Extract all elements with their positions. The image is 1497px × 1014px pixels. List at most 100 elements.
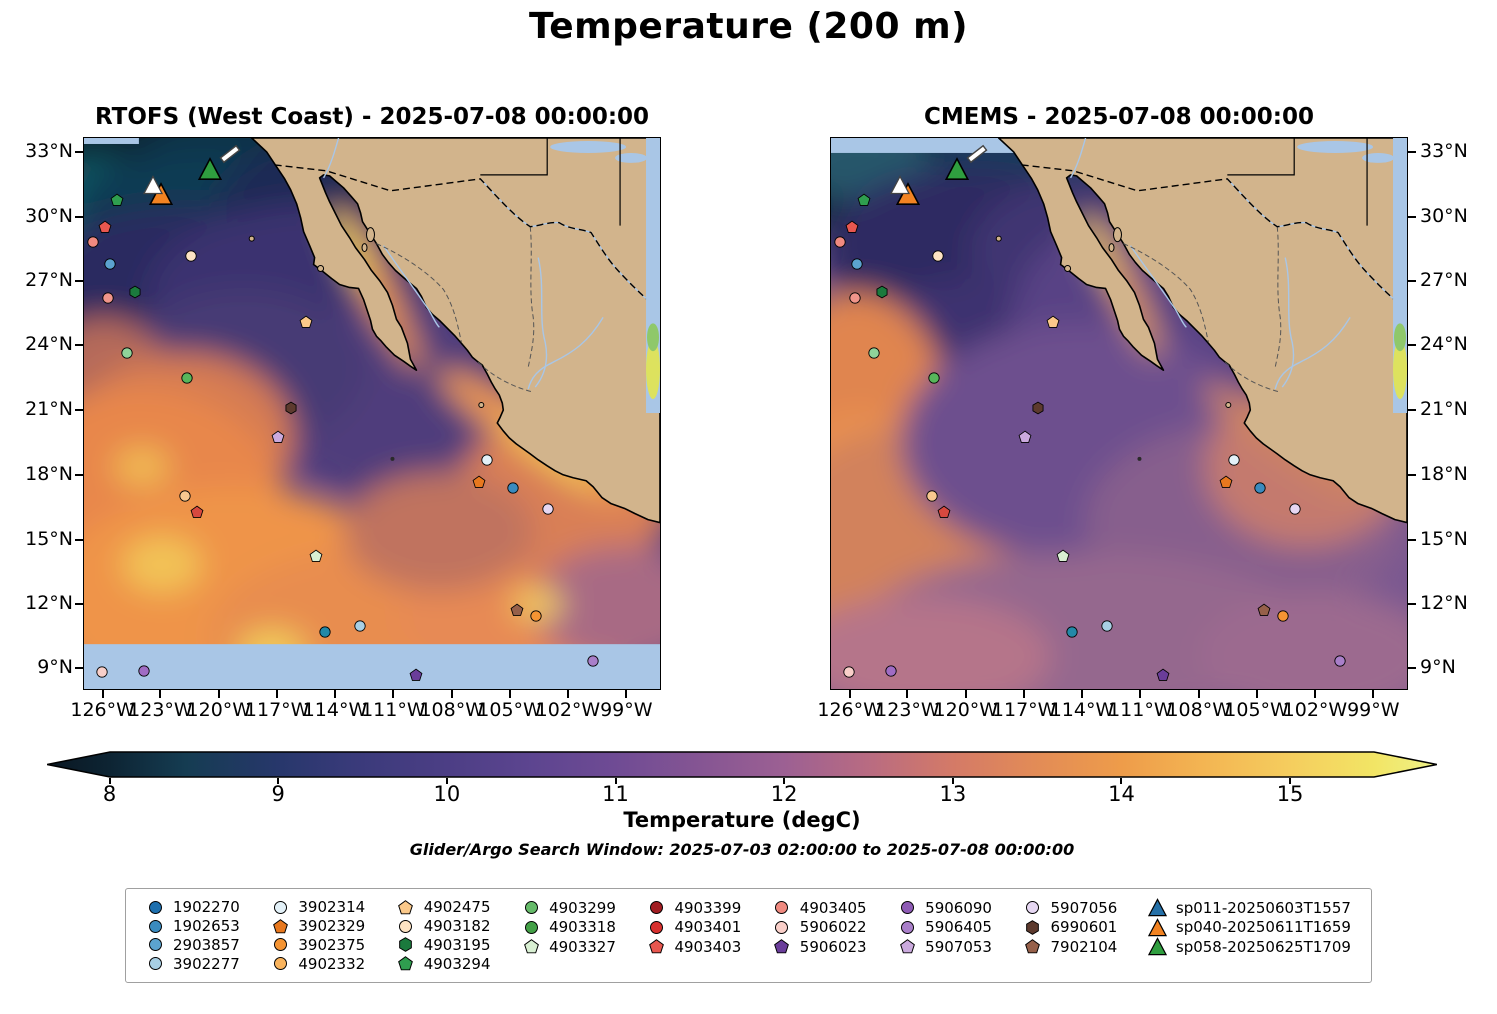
- argo-float-marker-5906405: [1334, 655, 1347, 668]
- legend-label: 4902475: [423, 898, 491, 917]
- lat-tick-label: 18°N: [1420, 462, 1468, 485]
- lat-tick-label: 12°N: [1420, 591, 1468, 614]
- colorbar: Temperature (degC) Glider/Argo Search Wi…: [47, 751, 1437, 871]
- triangle-marker-icon: [1148, 898, 1168, 917]
- lon-tick-mark: [276, 690, 279, 698]
- colorbar-svg: [47, 751, 1437, 778]
- legend-item-4903294: 4903294: [397, 954, 491, 973]
- legend-label: sp058-20250625T1709: [1175, 937, 1351, 956]
- lat-tick-mark: [1408, 150, 1416, 153]
- map-svg-rtofs: [84, 138, 660, 689]
- lon-tick-mark: [1372, 690, 1375, 698]
- lat-tick-mark: [1408, 473, 1416, 476]
- legend-label: sp040-20250611T1659: [1175, 918, 1351, 937]
- legend-label: 4903405: [799, 898, 867, 917]
- circle-marker-icon: [773, 900, 791, 915]
- lon-tick-mark: [450, 690, 453, 698]
- lon-tick-label: 111°W: [1108, 699, 1173, 721]
- lat-tick-mark: [75, 602, 83, 605]
- lat-tick-mark: [1408, 215, 1416, 218]
- glider-marker-heading-sp058: [966, 143, 988, 165]
- legend-label: 3902329: [298, 917, 366, 936]
- gulf-of-mexico-warm-blob: [647, 323, 660, 352]
- glider-marker-sp040-20250611T1659: [148, 182, 173, 206]
- circle-marker-icon: [522, 900, 540, 915]
- circle-marker-icon: [397, 919, 415, 934]
- lat-tick-label: 24°N: [25, 333, 73, 356]
- legend-item-5906023: 5906023: [773, 937, 867, 957]
- legend-item-5907053: 5907053: [898, 937, 992, 957]
- lon-tick-mark: [1139, 690, 1142, 698]
- legend-label: 2903857: [173, 935, 240, 954]
- markers-layer-cmems: [831, 138, 1407, 689]
- lat-tick-label: 15°N: [1420, 527, 1468, 550]
- argo-float-marker-4903182: [184, 250, 197, 263]
- argo-float-marker-2903857: [851, 257, 864, 270]
- circle-marker-icon: [647, 920, 665, 935]
- lon-tick-mark: [964, 690, 967, 698]
- legend-label: 4903318: [549, 918, 616, 937]
- lat-tick-label: 33°N: [25, 139, 73, 162]
- lat-tick-mark: [1408, 538, 1416, 541]
- argo-float-marker-4903318: [927, 372, 940, 385]
- legend-column: 4903299 4903318 4903327: [522, 898, 616, 973]
- lat-tick-mark: [1408, 280, 1416, 283]
- argo-float-marker-5906090: [884, 665, 897, 678]
- argo-float-marker-2903857: [104, 257, 117, 270]
- circle-marker-icon: [898, 900, 916, 915]
- lon-tick-label: 108°W: [419, 699, 485, 721]
- legend-item-1902270: 1902270: [146, 898, 240, 917]
- lon-tick-mark: [334, 690, 336, 698]
- argo-float-marker-3902277: [1101, 620, 1114, 633]
- lon-tick-mark: [848, 690, 851, 698]
- glider-marker-sp058-20250625T1709: [944, 157, 969, 181]
- legend-item-5906090: 5906090: [898, 898, 992, 918]
- legend-item-4903318: 4903318: [522, 918, 616, 938]
- legend-column: 4903399 4903401 4903403: [647, 898, 741, 973]
- legend-item-4903405: 4903405: [773, 898, 867, 918]
- legend-item-5907056: 5907056: [1024, 898, 1118, 918]
- pentagon-marker-icon: [397, 900, 415, 915]
- legend-column: 5906090 5906405 5907053: [898, 898, 992, 973]
- colorbar-tick-mark: [1120, 778, 1123, 784]
- glider-marker-heading-sp040: [142, 174, 163, 195]
- legend-label: 1902270: [173, 898, 240, 917]
- circle-marker-icon: [1024, 900, 1042, 915]
- legend-label: sp011-20250603T1557: [1175, 898, 1351, 917]
- argo-float-marker-4903195: [128, 285, 141, 299]
- state-borders-dashed: [376, 226, 535, 393]
- lat-tick-mark: [75, 344, 83, 347]
- colorbar-tick-mark: [445, 778, 448, 784]
- argo-float-marker-4903401: [849, 292, 862, 305]
- legend-column: 5907056 6990601 7902104: [1024, 898, 1118, 973]
- no-data-strip-north: [831, 138, 1027, 153]
- colorbar-tick-mark: [108, 778, 111, 784]
- argo-float-marker-4903318: [180, 372, 193, 385]
- lake: [615, 152, 648, 163]
- lat-tick-label: 12°N: [25, 591, 73, 614]
- argo-float-marker-4902475: [1046, 315, 1060, 329]
- triangle-marker-icon: [1148, 937, 1168, 956]
- lon-tick-label: 114°W: [302, 699, 368, 721]
- legend-label: 5906022: [799, 918, 867, 937]
- legend-item-3902314: 3902314: [271, 898, 365, 917]
- legend-label: 5907056: [1050, 898, 1118, 917]
- map-panel-rtofs: RTOFS (West Coast) - 2025-07-08 00:00:00: [25, 104, 661, 721]
- colorbar-tick-mark: [951, 778, 954, 784]
- colorbar-tick-label: 14: [1108, 782, 1135, 806]
- legend-label: 4903195: [423, 935, 491, 954]
- lon-tick-mark: [1313, 690, 1316, 698]
- triangle-marker-icon: [1148, 917, 1168, 937]
- glider-marker-heading-sp058: [219, 143, 241, 165]
- colorbar-tick-label: 12: [770, 782, 798, 806]
- argo-float-marker-4903294: [110, 193, 124, 206]
- colorbar-label: Temperature (degC): [623, 808, 861, 832]
- circle-marker-icon: [898, 920, 916, 935]
- lon-tick-label: 123°W: [875, 699, 940, 721]
- lon-tick-mark: [1255, 690, 1258, 698]
- pentagon-marker-icon: [271, 918, 289, 934]
- legend-column: 4903405 5906022 5906023: [773, 898, 867, 973]
- legend-item-1902653: 1902653: [146, 917, 240, 936]
- hexagon-marker-icon: [1024, 919, 1042, 935]
